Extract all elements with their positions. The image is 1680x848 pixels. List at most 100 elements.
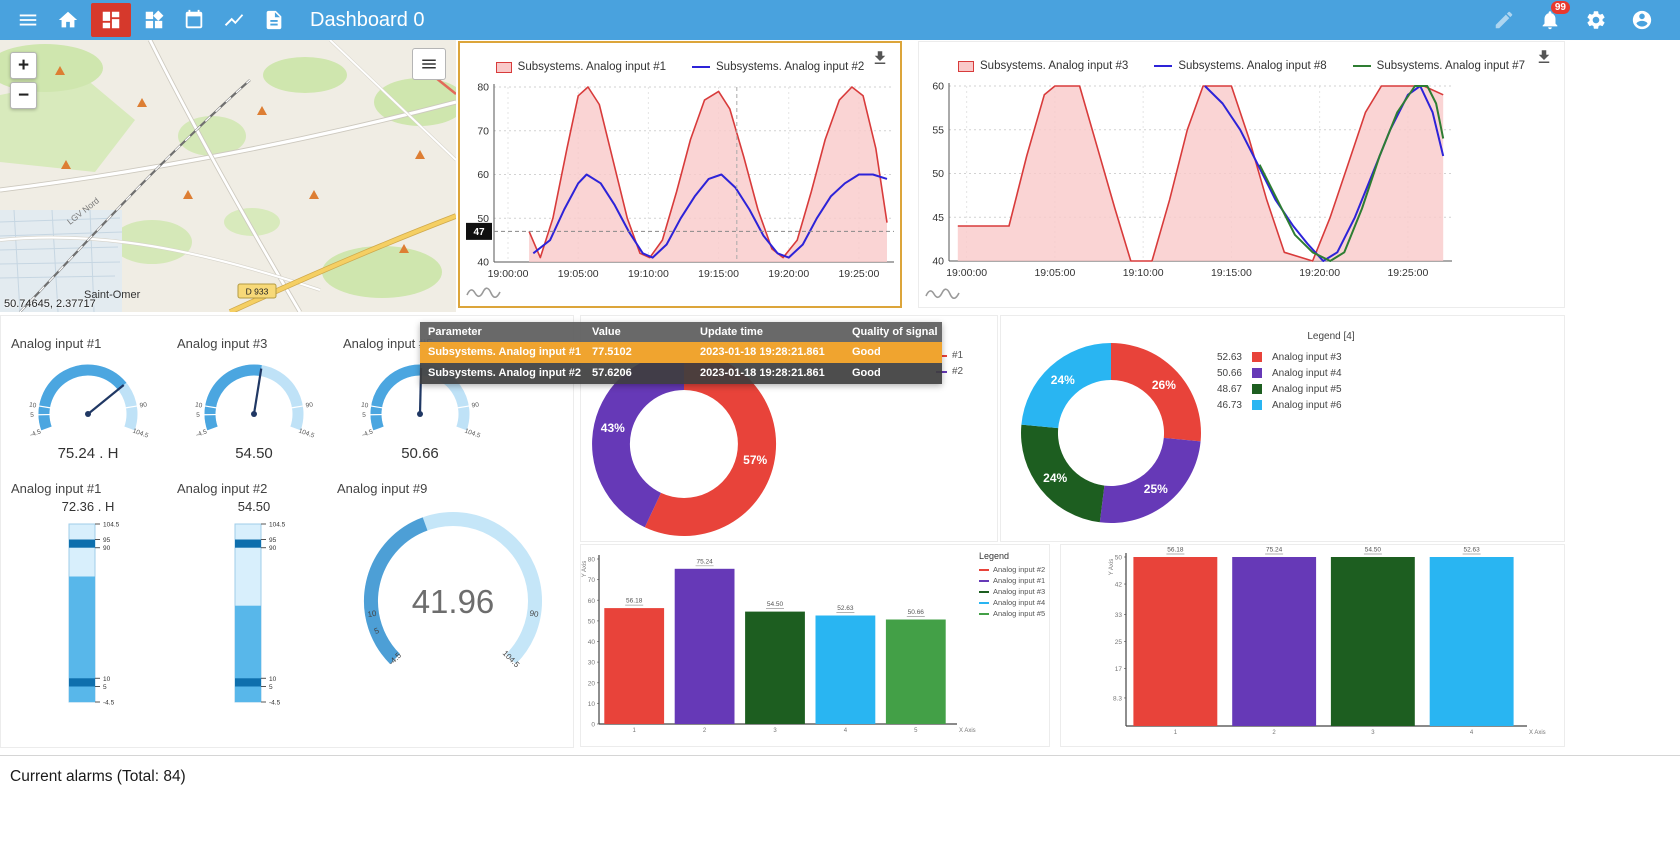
download-icon[interactable] <box>1532 46 1556 70</box>
map-coordinates: 50.74645, 2.37717 <box>4 298 96 310</box>
svg-text:104.5: 104.5 <box>103 522 120 529</box>
home-button[interactable] <box>48 0 88 40</box>
notifications-button[interactable]: 99 <box>1530 0 1570 40</box>
map-layers-button[interactable] <box>412 48 446 80</box>
svg-text:52.63: 52.63 <box>837 605 854 612</box>
gauge-label: Analog input #1 <box>11 336 102 351</box>
svg-text:75.24: 75.24 <box>696 558 713 565</box>
chart-legend: Subsystems. Analog input #1 Subsystems. A… <box>460 55 900 79</box>
calendar-button[interactable] <box>174 0 214 40</box>
tooltip-row: Subsystems. Analog input #2 57.6206 2023-0… <box>420 363 942 384</box>
donut-widget-2[interactable]: 26% 25% 24% 24% Legend [4] 52.63 Analog input… <box>1000 315 1565 542</box>
tooltip-cell: 2023-01-18 19:28:21.861 <box>700 367 825 379</box>
legend-item[interactable]: Subsystems. Analog input #7 <box>1352 60 1525 72</box>
svg-text:Y Axis: Y Axis <box>1109 559 1115 576</box>
linear-gauge-cell: Analog input #1 72.36 . H 104.5 95 90 10 5 -4.5 <box>5 479 171 708</box>
settings-button[interactable] <box>1576 0 1616 40</box>
gauges-widget[interactable]: Analog input #1 -4.5 5 10 90 104.5 75.24 . H A… <box>0 315 574 748</box>
svg-text:56.18: 56.18 <box>626 598 643 605</box>
svg-text:90: 90 <box>103 545 111 552</box>
radial-gauge-cell: Analog input #1 -4.5 5 10 90 104.5 75.24 . H <box>5 334 171 462</box>
legend-item[interactable]: Analog input #3 <box>979 587 1049 596</box>
gauge-value: 50.66 <box>401 445 439 462</box>
line-chart-1: 19:00:00 19:05:00 19:10:00 19:15:00 19:20:00… <box>466 82 894 280</box>
legend-swatch <box>692 66 710 68</box>
legend-item[interactable]: Analog input #1 <box>979 576 1049 585</box>
chart-legend: Subsystems. Analog input #3 Subsystems. A… <box>919 54 1564 78</box>
reports-button[interactable] <box>254 0 294 40</box>
svg-text:90: 90 <box>529 609 540 619</box>
legend-swatch <box>979 612 989 615</box>
map-zoom-out-button[interactable]: − <box>10 82 37 109</box>
legend-label: Subsystems. Analog input #2 <box>716 61 865 73</box>
legend-item[interactable]: Subsystems. Analog input #8 <box>1154 60 1327 72</box>
account-button[interactable] <box>1622 0 1662 40</box>
svg-text:55: 55 <box>932 124 944 136</box>
legend-swatch <box>958 60 974 72</box>
svg-text:90: 90 <box>269 545 277 552</box>
legend-item[interactable]: Subsystems. Analog input #2 <box>692 61 864 73</box>
legend-item[interactable]: 52.63 Analog input #3 <box>1216 351 1342 363</box>
dashboard-icon <box>102 11 120 29</box>
svg-text:50: 50 <box>1115 555 1123 562</box>
svg-text:19:15:00: 19:15:00 <box>698 268 739 280</box>
edit-pencil-button[interactable] <box>1484 0 1524 40</box>
widgets-icon <box>145 10 164 29</box>
donut-2-legend: Legend [4] 52.63 Analog input #3 50.66 Analo… <box>1206 331 1456 413</box>
calendar-icon <box>185 9 203 29</box>
road-badge-bg <box>237 283 277 299</box>
svg-text:X Axis: X Axis <box>959 728 976 734</box>
download-icon[interactable] <box>868 47 892 71</box>
trends-button[interactable] <box>214 0 254 40</box>
legend-item[interactable]: 46.73 Analog input #6 <box>1216 399 1342 411</box>
line-chart-2: 19:00:00 19:05:00 19:10:00 19:15:00 19:20:00… <box>932 81 1452 279</box>
tooltip-cell: Subsystems. Analog input #2 <box>428 367 582 379</box>
map-city-label: Saint-Omer <box>84 289 141 301</box>
map-zoom-in-button[interactable]: + <box>10 52 37 79</box>
range-navigator[interactable] <box>925 284 961 304</box>
widgets-button[interactable] <box>134 0 174 40</box>
svg-text:25: 25 <box>1115 639 1123 646</box>
legend-item[interactable]: Analog input #4 <box>979 598 1049 607</box>
dashboards-button[interactable] <box>91 3 131 37</box>
gauge-label: Analog input #1 <box>11 481 102 496</box>
radial-gauge-cell: Analog input #5 -4.5 5 10 90 104.5 50.66 <box>337 334 503 462</box>
bar-widget-1[interactable]: 0 10 20 30 40 50 60 70 80 56.18 1 75.24 2 54.50 3 52.63… <box>580 544 1050 747</box>
legend-item[interactable]: 48.67 Analog input #5 <box>1216 383 1342 395</box>
map-widget[interactable]: LGV Nord Saint-Omer D 933 + − 50.74645, … <box>0 40 456 312</box>
svg-text:10: 10 <box>367 609 378 619</box>
svg-text:40: 40 <box>477 257 489 269</box>
range-navigator[interactable] <box>466 283 502 303</box>
map-canvas[interactable]: LGV Nord Saint-Omer D 933 <box>0 40 456 312</box>
svg-text:50: 50 <box>477 213 489 225</box>
alarms-text: Current alarms (Total: 84) <box>10 768 186 785</box>
document-icon <box>266 10 282 30</box>
bar-widget-2[interactable]: 8.3 17 25 33 42 50 56.18 1 75.24 2 54.50 3 52.63 4 X A… <box>1060 544 1565 747</box>
legend-item[interactable]: 50.66 Analog input #4 <box>1216 367 1342 379</box>
menu-button[interactable] <box>8 0 48 40</box>
svg-text:41.96: 41.96 <box>412 583 495 620</box>
svg-text:10: 10 <box>29 401 38 409</box>
legend-swatch <box>1252 352 1262 362</box>
svg-text:19:20:00: 19:20:00 <box>1299 267 1340 279</box>
legend-title: Legend [4] <box>1307 331 1355 342</box>
svg-text:43%: 43% <box>601 421 625 435</box>
svg-text:19:15:00: 19:15:00 <box>1211 267 1252 279</box>
legend-item[interactable]: Analog input #2 <box>979 565 1049 574</box>
tooltip-header-cell: Parameter <box>428 326 482 338</box>
svg-text:104.5: 104.5 <box>269 522 286 529</box>
svg-text:10: 10 <box>269 676 277 683</box>
legend-item[interactable]: Analog input #5 <box>979 609 1049 618</box>
gauge-label: Analog input #2 <box>177 481 268 496</box>
svg-text:20: 20 <box>588 680 596 687</box>
svg-text:95: 95 <box>269 537 277 544</box>
svg-text:95: 95 <box>103 537 111 544</box>
legend-item[interactable]: Subsystems. Analog input #3 <box>958 60 1128 72</box>
map-poi-triangles <box>55 66 425 253</box>
line-chart-widget-2[interactable]: Subsystems. Analog input #3 Subsystems. A… <box>918 41 1565 308</box>
legend-item[interactable]: Subsystems. Analog input #1 <box>495 61 666 73</box>
line-chart-widget-1[interactable]: Subsystems. Analog input #1 Subsystems. A… <box>458 41 902 308</box>
svg-text:80: 80 <box>477 82 489 94</box>
